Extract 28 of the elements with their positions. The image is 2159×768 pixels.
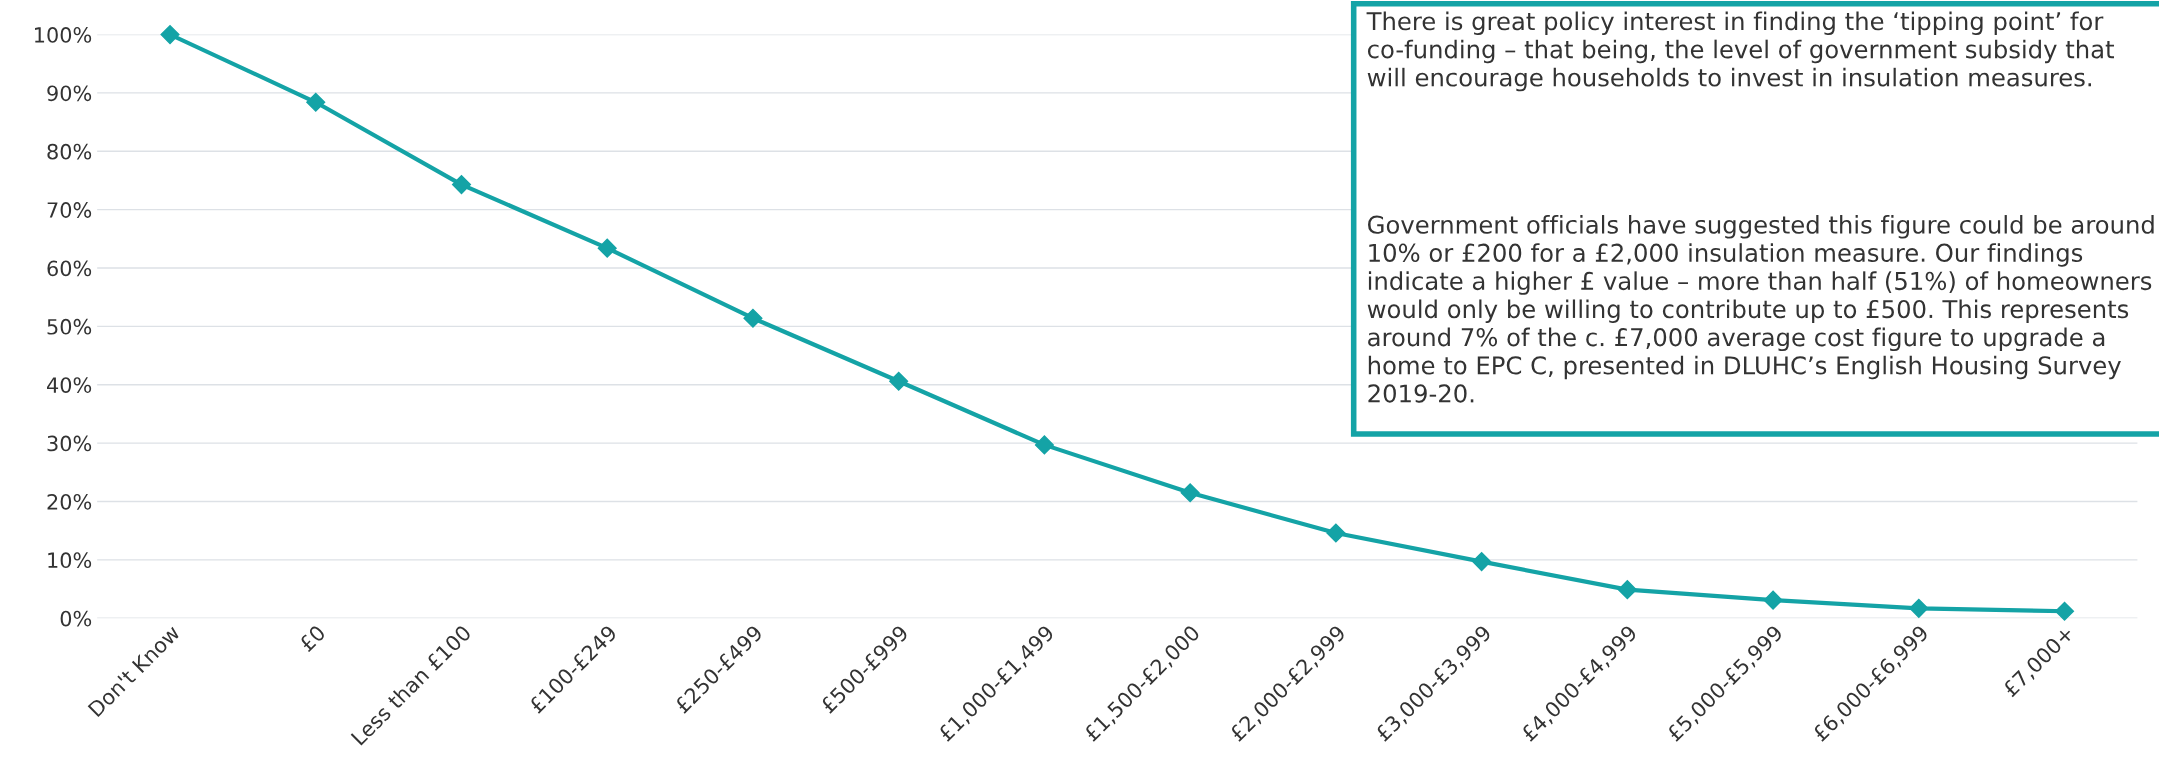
point (451, 175, 472, 195)
y-tick-label: 70% (47, 202, 92, 218)
point (1909, 598, 1929, 618)
point (1180, 483, 1200, 503)
point (743, 308, 763, 328)
y-tick-label: 80% (47, 143, 92, 160)
x-tick-label: £0 (298, 624, 327, 653)
y-tick-label: 60% (47, 260, 92, 277)
y-tick-label: 90% (47, 85, 92, 102)
y-tick-label: 40% (47, 377, 92, 393)
point (160, 25, 180, 45)
point (1617, 580, 1637, 600)
point (1763, 590, 1783, 610)
point (1472, 552, 1492, 572)
y-tick-label: 10% (48, 552, 92, 569)
y-tick-label: 0% (60, 610, 92, 627)
annotation: Government officials have suggested this figure could be around 10% or £200 for a £2,000 insulation measure. Our findings indicate a higher £ value – more than half (51%) of homeowners would only be willing to contribute up to £500. This represents around 7% of the c. £7,000 average cost figure to upgrade a home to EPC C, presented in DLUHC’s English Housing Survey 2019-20. (1367, 215, 2154, 403)
y-tick-label: 50% (47, 318, 92, 335)
y-tick-label: 30% (47, 435, 92, 452)
point (597, 238, 617, 258)
annotation: There is great policy interest in finding the ‘tipping point’ for co-funding – that being, the level of government subsidy that will encourage households to invest in insulation measures. (1366, 11, 2115, 92)
point (1034, 435, 1054, 455)
y-tick-label: 100% (35, 27, 92, 43)
point (1326, 523, 1346, 543)
point (2055, 601, 2075, 621)
point (889, 371, 909, 391)
y-tick-label: 20% (47, 493, 92, 510)
point (306, 92, 326, 112)
